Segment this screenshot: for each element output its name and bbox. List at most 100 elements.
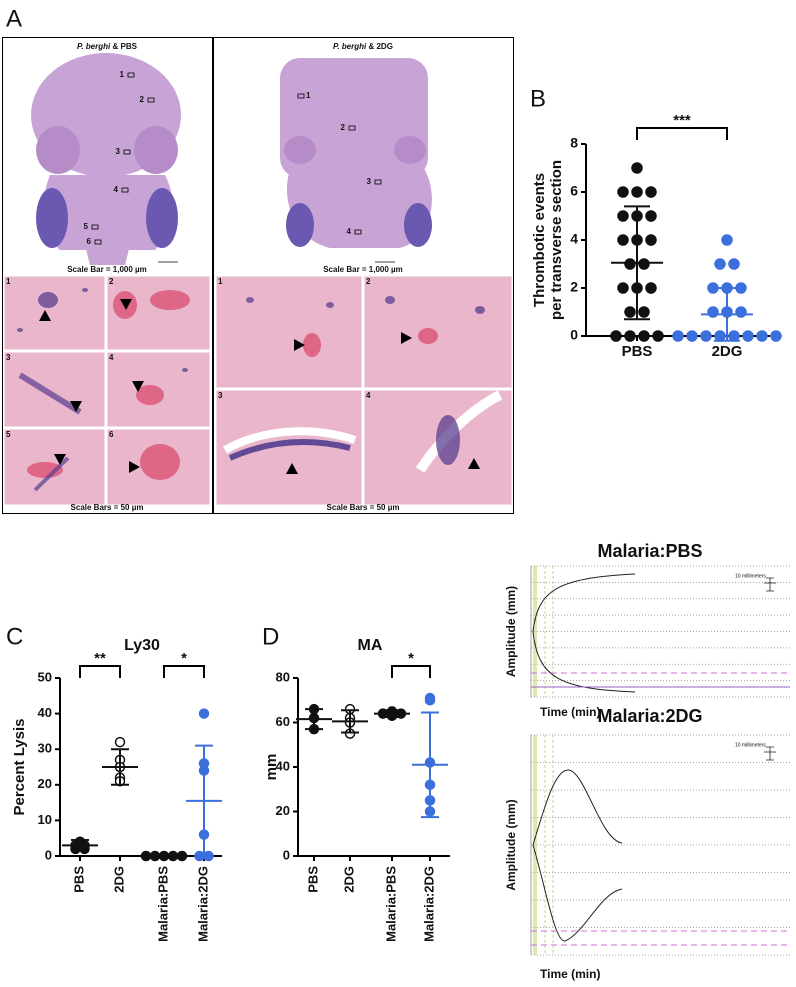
scale-bar [764, 577, 776, 592]
cell-label: 2 [109, 277, 114, 286]
data-point [624, 306, 636, 318]
data-point [700, 330, 712, 342]
scale-bar-label: Scale Bar = 1,000 µm [323, 265, 403, 274]
trace-curve [532, 631, 636, 693]
data-point [728, 258, 740, 270]
y-axis-label: Thrombotic events [531, 173, 548, 307]
region-label: 4 [114, 185, 119, 194]
brain-section [280, 58, 432, 248]
x-tick-label: Malaria:PBS [383, 866, 398, 942]
significance-bracket [79, 665, 121, 678]
data-point [638, 330, 650, 342]
data-point [638, 258, 650, 270]
error-bar [155, 853, 173, 859]
significance-label: ** [94, 650, 106, 667]
cell-label: 2 [366, 277, 371, 286]
y-tick-label: 8 [570, 135, 578, 151]
y-tick-label: 30 [38, 741, 52, 756]
data-point [198, 708, 210, 719]
chart-title: MA [358, 637, 383, 654]
data-point [645, 186, 657, 198]
data-point [610, 330, 622, 342]
x-tick-label: 2DG [341, 866, 356, 893]
scale-note: 10 millimeters [735, 573, 766, 579]
significance-bracket [636, 127, 728, 140]
error-bar [195, 744, 213, 857]
data-point [756, 330, 768, 342]
treatment: & 2DG [368, 42, 392, 51]
y-axis-label: mm [263, 754, 280, 781]
y-tick-label: 40 [38, 705, 52, 720]
x-tick-label: PBS [622, 343, 653, 360]
trace-curve [532, 573, 636, 632]
chart-title: Malaria:PBS [597, 541, 702, 561]
error-bar [111, 748, 129, 786]
data-point [424, 695, 436, 706]
cell-label: 3 [218, 391, 223, 400]
data-point [624, 258, 636, 270]
brain-section [31, 53, 181, 265]
significance-bracket [163, 665, 205, 678]
error-bar [714, 287, 740, 342]
y-tick-label: 20 [276, 803, 290, 818]
x-axis-label: Time (min) [540, 967, 600, 981]
y-tick-label: 6 [570, 183, 578, 199]
species: P. berghi [333, 42, 367, 51]
chart-title: Ly30 [124, 637, 160, 654]
y-tick-label: 80 [276, 669, 290, 684]
data-point [742, 330, 754, 342]
data-point [686, 330, 698, 342]
significance-bracket [391, 665, 431, 678]
y-tick-label: 0 [45, 847, 52, 862]
cell-label: 5 [6, 430, 11, 439]
y-axis-label: Amplitude (mm) [504, 586, 518, 677]
cell-label: 4 [366, 391, 371, 400]
data-point [645, 234, 657, 246]
panel-letter: D [262, 623, 279, 650]
cell-label: 3 [6, 353, 11, 362]
trace-curve [532, 769, 623, 846]
x-tick-label: PBS [305, 866, 320, 893]
data-point [735, 306, 747, 318]
y-tick-label: 20 [38, 776, 52, 791]
species: P. berghi [77, 42, 111, 51]
cell-label: 6 [109, 430, 114, 439]
cell-label: 4 [109, 353, 114, 362]
scale-bar-label: Scale Bars = 50 µm [327, 503, 400, 512]
significance-label: * [181, 650, 187, 667]
region-label: 1 [306, 91, 311, 100]
region-label: 3 [367, 177, 372, 186]
y-tick-label: 0 [570, 327, 578, 343]
panel-letter: B [530, 85, 546, 112]
scale-bar [764, 746, 776, 761]
data-point [721, 234, 733, 246]
y-tick-label: 4 [570, 231, 578, 247]
significance-label: * [408, 650, 414, 667]
data-point [631, 186, 643, 198]
x-axis-label: Time (min) [540, 705, 600, 719]
cell-label: 1 [218, 277, 223, 286]
data-point [652, 330, 664, 342]
y-axis-label: Amplitude (mm) [504, 799, 518, 890]
region-label: 6 [87, 237, 92, 246]
y-tick-label: 40 [276, 758, 290, 773]
data-point [714, 330, 726, 342]
tissue-detail [17, 288, 503, 492]
data-point [645, 210, 657, 222]
panel-title: P. berghi & 2DG [333, 42, 393, 51]
treatment: & PBS [112, 42, 137, 51]
panel-letter: A [6, 5, 22, 32]
x-tick-label: 2DG [111, 866, 126, 893]
data-point [624, 330, 636, 342]
x-tick-label: Malaria:PBS [155, 866, 170, 942]
data-point [631, 162, 643, 174]
y-axis-label: per transverse section [548, 160, 565, 320]
data-point [645, 282, 657, 294]
error-bar [341, 709, 359, 734]
x-tick-label: 2DG [712, 343, 743, 360]
region-boxes [91, 72, 395, 263]
region-label: 2 [341, 123, 346, 132]
trace-curve [532, 844, 623, 942]
region-label: 3 [116, 147, 121, 156]
scale-bar-label: Scale Bar = 1,000 µm [67, 265, 147, 274]
